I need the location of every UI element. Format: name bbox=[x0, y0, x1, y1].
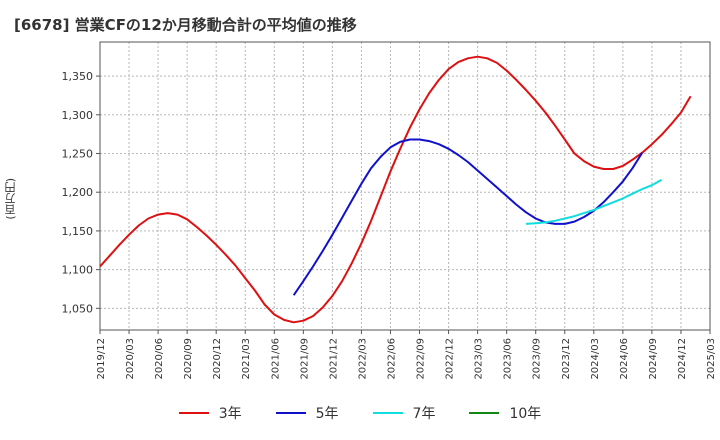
y-tick-label: 1,050 bbox=[62, 302, 94, 315]
x-tick-label: 2023/09 bbox=[532, 338, 543, 380]
tick-labels: 1,050 1,100 1,150 1,200 1,250 1,300 1,350 2019/… bbox=[62, 70, 718, 379]
x-tick-label: 2022/12 bbox=[445, 338, 456, 380]
legend-label: 3年 bbox=[218, 406, 242, 422]
series-line-7年 bbox=[525, 178, 663, 225]
y-tick-label: 1,150 bbox=[62, 225, 94, 238]
x-tick-label: 2025/03 bbox=[706, 338, 717, 380]
legend: 3年 5年 7年 10年 bbox=[0, 403, 720, 423]
legend-item: 3年 bbox=[178, 403, 242, 423]
x-tick-label: 2021/12 bbox=[328, 338, 339, 380]
x-tick-label: 2024/03 bbox=[590, 338, 601, 380]
x-tick-label: 2023/12 bbox=[561, 338, 572, 380]
x-tick-label: 2024/06 bbox=[619, 338, 630, 380]
legend-item: 5年 bbox=[275, 403, 339, 423]
x-tick-label: 2021/09 bbox=[299, 338, 310, 380]
y-tick-label: 1,250 bbox=[62, 147, 94, 160]
y-tick-label: 1,300 bbox=[62, 109, 94, 122]
legend-swatch bbox=[178, 412, 209, 414]
x-tick-label: 2020/03 bbox=[125, 338, 136, 380]
grid-lines bbox=[99, 42, 711, 330]
y-tick-label: 1,350 bbox=[62, 70, 94, 83]
legend-label: 5年 bbox=[315, 406, 339, 422]
axes bbox=[96, 41, 711, 334]
series-line-5年 bbox=[292, 138, 644, 296]
plot-frame bbox=[99, 41, 711, 331]
legend-label: 7年 bbox=[412, 406, 436, 422]
x-tick-label: 2021/03 bbox=[241, 338, 252, 380]
legend-swatch bbox=[275, 412, 306, 414]
y-tick-label: 1,200 bbox=[62, 186, 94, 199]
x-tick-label: 2022/06 bbox=[386, 338, 397, 380]
x-tick-label: 2020/12 bbox=[212, 338, 223, 380]
legend-swatch bbox=[469, 412, 500, 414]
x-tick-label: 2022/09 bbox=[416, 338, 427, 380]
legend-item: 7年 bbox=[372, 403, 436, 423]
legend-label: 10年 bbox=[509, 406, 542, 422]
x-tick-label: 2023/03 bbox=[474, 338, 485, 380]
x-tick-label: 2020/06 bbox=[154, 338, 165, 380]
x-tick-label: 2021/06 bbox=[270, 338, 281, 380]
y-tick-label: 1,100 bbox=[62, 264, 94, 277]
x-tick-label: 2019/12 bbox=[96, 338, 107, 380]
series-line-3年 bbox=[99, 55, 692, 324]
legend-swatch bbox=[372, 412, 403, 414]
series-lines bbox=[99, 55, 692, 324]
x-tick-label: 2020/09 bbox=[183, 338, 194, 380]
x-tick-label: 2024/09 bbox=[648, 338, 659, 380]
x-tick-label: 2022/03 bbox=[357, 338, 368, 380]
chart-title: [6678] 営業CFの12か月移動合計の平均値の推移 bbox=[14, 16, 357, 34]
x-tick-label: 2023/06 bbox=[503, 338, 514, 380]
x-tick-label: 2024/12 bbox=[677, 338, 688, 380]
legend-item: 10年 bbox=[469, 403, 541, 423]
